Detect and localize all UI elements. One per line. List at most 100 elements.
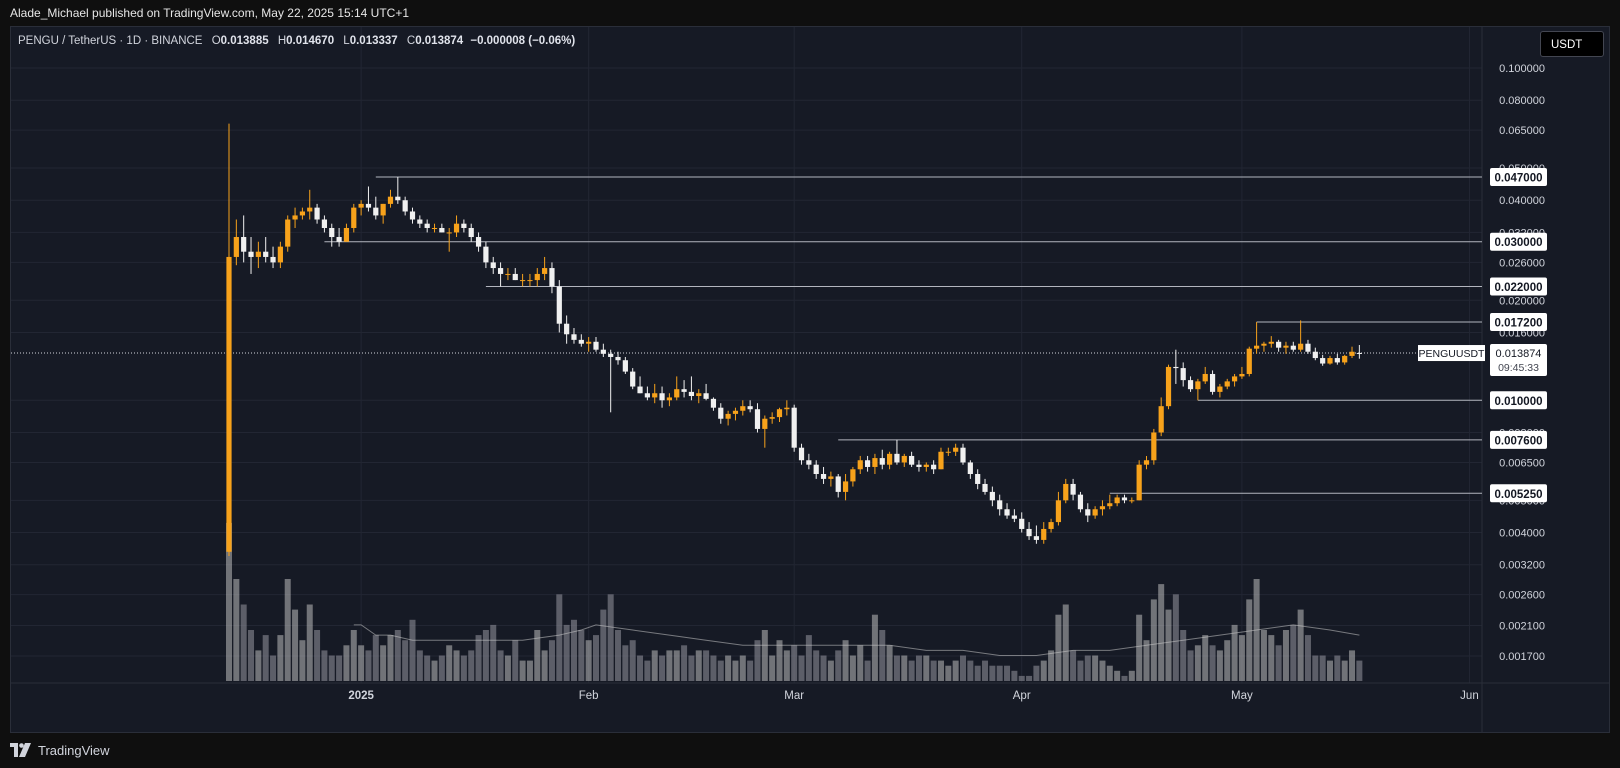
high-value: 0.014670 (286, 35, 335, 47)
volume-bar (460, 655, 467, 681)
volume-bar (1334, 655, 1341, 681)
volume-bar (725, 655, 732, 681)
candle-body (931, 464, 937, 470)
level-tag (1490, 167, 1547, 186)
volume-bar (651, 650, 658, 681)
candle-body (1165, 366, 1172, 407)
candle-body (916, 464, 922, 467)
candle-body (285, 219, 291, 247)
volume-bar (1092, 655, 1099, 681)
volume-bar (769, 655, 776, 681)
volume-bars (226, 522, 1363, 681)
volume-bar (1290, 624, 1297, 681)
volume-bar (827, 660, 834, 681)
level-tag (1490, 391, 1547, 410)
volume-bar (556, 594, 563, 681)
volume-bar (1026, 675, 1033, 681)
candle-body (1246, 348, 1252, 374)
candle-body (1327, 358, 1333, 364)
candle-body (1121, 497, 1128, 501)
volume-bar (541, 650, 548, 681)
level-tag-label: 0.047000 (1495, 172, 1543, 184)
candle-body (1239, 373, 1245, 377)
volume-bar (666, 650, 673, 681)
close-label: C (406, 35, 416, 47)
volume-bar (336, 655, 343, 681)
candle-body (512, 273, 518, 281)
y-tick-label: 0.002600 (1499, 590, 1545, 602)
chart-frame[interactable] (10, 26, 1610, 733)
volume-bar (321, 650, 328, 681)
candle-body (835, 476, 841, 492)
candle-body (600, 349, 606, 354)
candles (226, 123, 1362, 556)
candle-body (1290, 345, 1296, 350)
volume-bar (659, 655, 666, 681)
volume-bar (996, 665, 1003, 681)
candle-body (1217, 386, 1223, 392)
candle-body (1254, 345, 1260, 349)
volume-bar (1304, 635, 1311, 681)
currency-button[interactable]: USDT (1540, 31, 1604, 57)
volume-bar (600, 609, 607, 681)
volume-bar (277, 635, 284, 681)
candle-body (681, 389, 687, 392)
low-label: L (343, 35, 350, 47)
candle-body (1209, 373, 1216, 392)
volume-bar (1136, 614, 1143, 681)
candle-body (718, 407, 724, 419)
candle-body (1033, 536, 1039, 540)
volume-bar (233, 579, 240, 681)
volume-ma-line (353, 624, 1360, 656)
volume-bar (1297, 609, 1304, 681)
volume-bar (776, 640, 783, 681)
volume-bar (644, 660, 651, 681)
ohlc-legend: PENGU / TetherUS · 1D · BINANCE O0.01388… (18, 35, 575, 47)
candle-body (754, 409, 761, 429)
close-value: 0.013874 (415, 35, 464, 47)
candle-body (336, 237, 342, 242)
candle-body (1224, 381, 1230, 387)
candle-body (483, 246, 489, 263)
candle-body (233, 237, 239, 257)
candle-body (791, 407, 797, 448)
volume-bar (1004, 665, 1011, 681)
candle-body (740, 406, 746, 411)
candle-body (314, 207, 320, 220)
volume-bar (930, 660, 937, 681)
volume-bar (1216, 650, 1223, 681)
volume-bar (607, 594, 614, 681)
candle-body (820, 474, 827, 479)
volume-bar (409, 619, 416, 681)
candle-body (806, 460, 812, 465)
volume-bar (1187, 650, 1194, 681)
candle-body (703, 393, 709, 399)
y-tick-label: 0.100000 (1499, 63, 1545, 75)
volume-bar (1165, 609, 1172, 681)
candle-body (1070, 483, 1076, 495)
volume-bar (1224, 640, 1231, 681)
volume-bar (1282, 630, 1289, 681)
candle-body (828, 476, 834, 479)
volume-bar (1018, 675, 1025, 681)
candle-body (622, 360, 628, 372)
volume-bar (886, 645, 893, 681)
volume-bar (937, 660, 944, 681)
candle-body (1143, 460, 1150, 465)
x-tick-label: Mar (784, 690, 804, 702)
volume-bar (1121, 675, 1128, 681)
volume-bar (695, 650, 702, 681)
volume-bar (292, 609, 299, 681)
candle-body (1055, 500, 1062, 523)
candle-body (241, 237, 247, 252)
candle-body (850, 469, 856, 482)
volume-bar (453, 650, 460, 681)
volume-bar (512, 640, 519, 681)
level-tag-label: 0.007600 (1495, 435, 1543, 447)
volume-bar (255, 650, 262, 681)
candle-body (879, 458, 885, 465)
volume-bar (490, 624, 497, 681)
volume-bar (893, 655, 900, 681)
volume-bar (526, 660, 533, 681)
